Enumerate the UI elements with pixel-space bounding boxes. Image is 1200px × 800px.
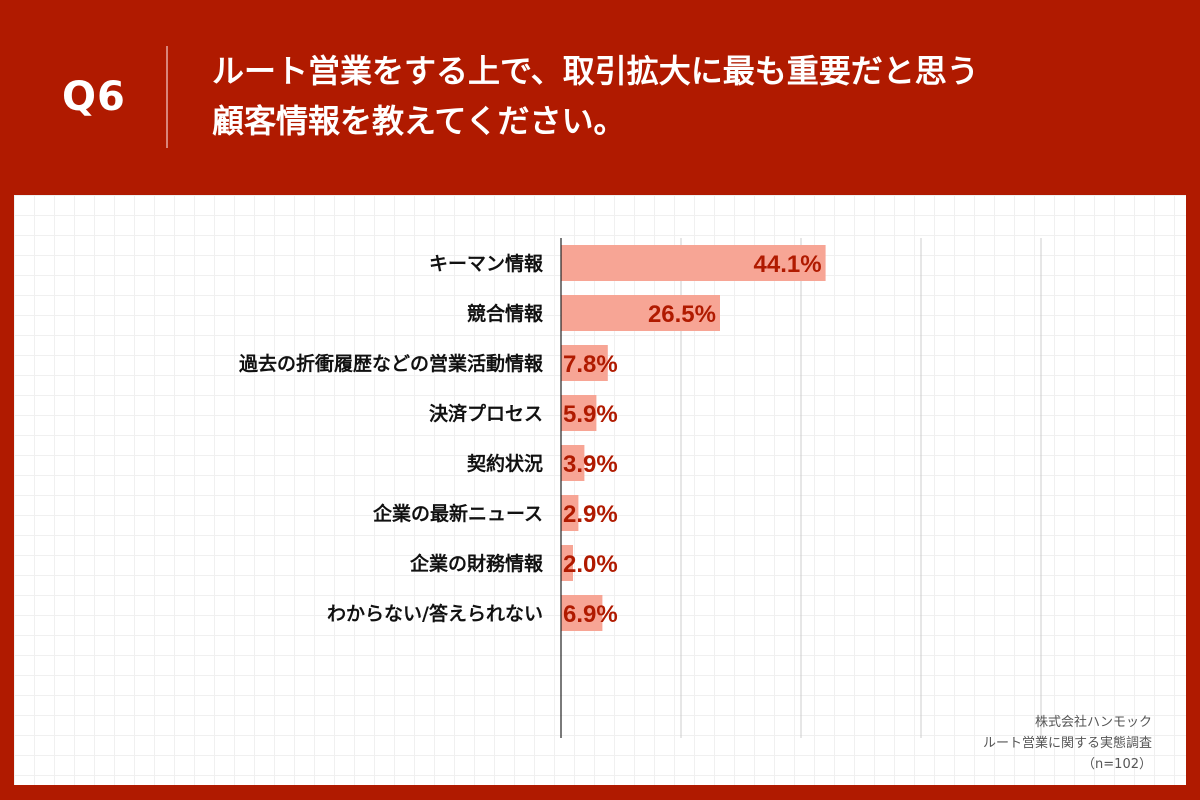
bar [561, 395, 597, 431]
bar [561, 495, 579, 531]
category-label: キーマン情報 [429, 252, 544, 275]
value-label: 44.1% [754, 251, 822, 278]
question-text: ルート営業をする上で、取引拡大に最も重要だと思う 顧客情報を教えてください。 [212, 46, 1172, 146]
header-divider [166, 46, 168, 148]
category-label: 競合情報 [467, 302, 544, 325]
source-note: 株式会社ハンモック ルート営業に関する実態調査 （n=102） [983, 712, 1152, 775]
category-label: わからない/答えられない [327, 602, 543, 625]
bar-chart: キーマン情報競合情報過去の折衝履歴などの営業活動情報決済プロセス契約状況企業の最… [239, 238, 1042, 738]
category-label: 企業の最新ニュース [372, 502, 543, 525]
question-number: Q6 [62, 74, 126, 120]
value-label: 2.0% [563, 551, 618, 578]
source-company: 株式会社ハンモック [1034, 715, 1152, 730]
bar [561, 445, 585, 481]
bar [561, 295, 720, 331]
bar [561, 595, 603, 631]
value-label: 6.9% [563, 601, 618, 628]
value-label: 5.9% [563, 401, 618, 428]
category-label: 決済プロセス [429, 402, 543, 425]
source-sample: （n=102） [1082, 757, 1152, 772]
bar [561, 245, 826, 281]
category-label: 契約状況 [466, 452, 543, 475]
bar [561, 545, 573, 581]
value-label: 26.5% [648, 301, 716, 328]
value-label: 2.9% [563, 501, 618, 528]
question-line-2: 顧客情報を教えてください。 [212, 102, 626, 140]
header-banner: Q6 ルート営業をする上で、取引拡大に最も重要だと思う 顧客情報を教えてください… [0, 0, 1200, 195]
value-label: 7.8% [563, 351, 618, 378]
chart-panel: キーマン情報競合情報過去の折衝履歴などの営業活動情報決済プロセス契約状況企業の最… [14, 195, 1186, 785]
bar [561, 345, 608, 381]
category-label: 過去の折衝履歴などの営業活動情報 [239, 352, 544, 375]
category-label: 企業の財務情報 [409, 552, 544, 575]
source-survey: ルート営業に関する実態調査 [982, 736, 1152, 751]
value-label: 3.9% [563, 451, 618, 478]
question-line-1: ルート営業をする上で、取引拡大に最も重要だと思う [212, 52, 979, 90]
